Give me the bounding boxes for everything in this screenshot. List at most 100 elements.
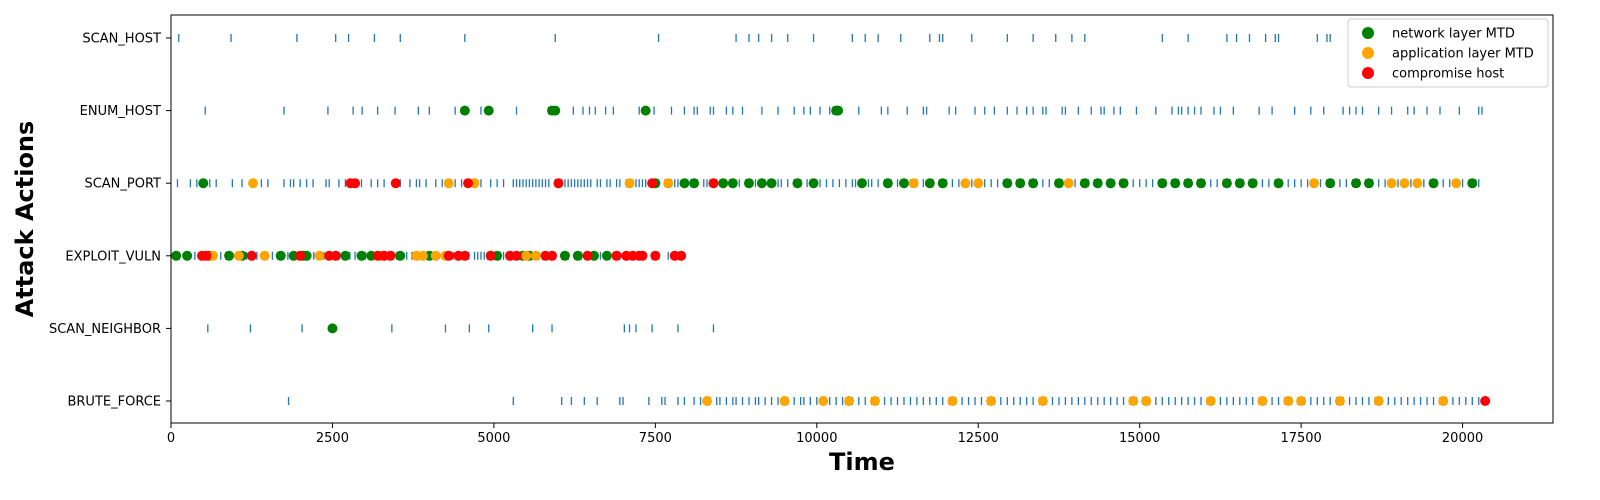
series-point-0 [198,178,209,189]
series-point-0 [1079,178,1090,189]
series-point-2 [485,250,496,261]
series-point-1 [233,250,244,261]
series-point-2 [547,250,558,261]
series-point-1 [663,178,674,189]
series-point-1 [1283,396,1294,406]
series-point-2 [330,250,341,261]
y-axis-title: Attack Actions [11,121,39,318]
chart-legend: network layer MTD application layer MTD co… [1347,18,1549,88]
series-point-0 [182,250,193,261]
legend-label: compromise host [1392,67,1504,82]
series-point-1 [259,250,270,261]
series-point-2 [708,178,719,189]
series-point-0 [572,250,583,261]
x-tick-label: 12500 [958,431,999,446]
series-point-1 [818,396,829,406]
series-point-2 [385,250,396,261]
x-axis-title: Time [829,448,895,476]
series-point-2 [553,178,564,189]
series-point-1 [702,396,713,406]
series-point-2 [1480,396,1491,406]
x-tick-label: 5000 [477,431,510,446]
legend-label: network layer MTD [1392,27,1515,42]
series-point-2 [582,250,593,261]
series-point-0 [679,178,690,189]
series-point-0 [882,178,893,189]
series-point-2 [647,178,658,189]
series-point-1 [960,178,971,189]
series-point-0 [689,178,700,189]
series-point-2 [459,250,470,261]
y-tick-label: ENUM_HOST [80,104,161,119]
series-point-2 [390,178,401,189]
legend-label: application layer MTD [1392,47,1534,62]
x-tick-label: 2500 [316,431,349,446]
series-point-1 [624,178,635,189]
legend-marker [1362,67,1374,79]
series-point-0 [459,105,470,116]
series-point-0 [275,250,286,261]
series-point-0 [1105,178,1116,189]
series-point-1 [443,178,454,189]
series-point-1 [908,178,919,189]
x-tick-label: 0 [167,431,175,446]
series-point-0 [1170,178,1181,189]
series-point-0 [1247,178,1258,189]
legend-box [1347,18,1549,88]
series-point-1 [1334,396,1345,406]
series-point-1 [1128,396,1139,406]
series-point-1 [973,178,984,189]
series-point-1 [1386,178,1397,189]
axis-ticks: 0 2500 5000 7500 10000 12500 15000 17500 20000 BR… [49,32,1483,447]
x-tick-label: 7500 [639,431,672,446]
series-point-1 [1399,178,1410,189]
x-tick-label: 15000 [1119,431,1160,446]
series-point-2 [463,178,474,189]
series-point-0 [833,105,844,116]
series-point-1 [430,250,441,261]
series-point-0 [766,178,777,189]
series-point-1 [1205,396,1216,406]
series-point-0 [898,178,909,189]
series-point-1 [1451,178,1462,189]
series-point-1 [869,396,880,406]
series-point-1 [248,178,259,189]
series-point-0 [550,105,561,116]
series-point-0 [1118,178,1129,189]
series-point-2 [637,250,648,261]
series-point-0 [1428,178,1439,189]
series-point-0 [1467,178,1478,189]
series-point-1 [947,396,958,406]
series-point-0 [808,178,819,189]
y-tick-label: EXPLOIT_VULN [65,249,161,264]
series-point-0 [483,105,494,116]
y-tick-label: SCAN_NEIGHBOR [49,322,161,337]
series-point-1 [1037,396,1048,406]
legend-marker [1362,47,1374,59]
series-point-2 [650,250,661,261]
series-point-0 [356,250,367,261]
series-point-0 [224,250,235,261]
series-point-0 [1092,178,1103,189]
x-tick-label: 20000 [1442,431,1483,446]
series-point-0 [1273,178,1284,189]
series-point-0 [1053,178,1064,189]
series-point-0 [340,250,351,261]
series-point-0 [1363,178,1374,189]
series-point-0 [395,250,406,261]
series-point-0 [559,250,570,261]
chart-marks [171,34,1491,406]
series-point-0 [718,178,729,189]
series-point-1 [779,396,790,406]
x-tick-label: 17500 [1280,431,1321,446]
series-point-1 [521,250,532,261]
series-point-1 [1141,396,1152,406]
series-point-1 [417,250,428,261]
series-point-0 [1028,178,1039,189]
series-point-2 [201,250,212,261]
series-point-0 [727,178,738,189]
series-point-0 [1221,178,1232,189]
series-point-1 [1309,178,1320,189]
series-point-2 [246,250,257,261]
